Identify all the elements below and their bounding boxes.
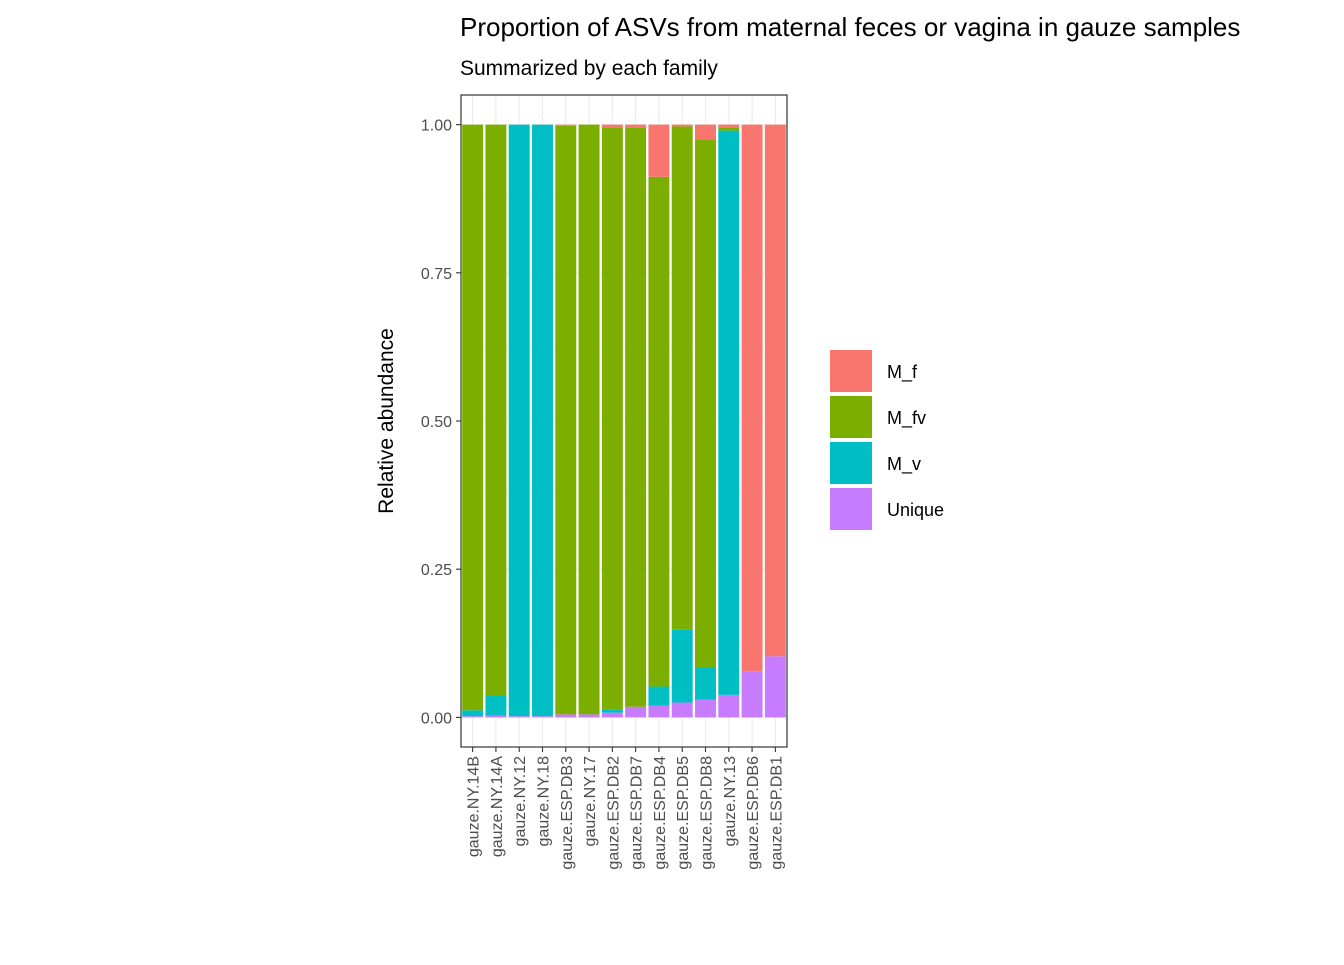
bar-Unique-gauze.ESP.DB8 — [695, 699, 716, 718]
bar-M_fv-gauze.ESP.DB3 — [555, 125, 577, 715]
bar-M_fv-gauze.NY.17 — [578, 124, 600, 715]
x-tick-label-0: gauze.NY.14B — [466, 756, 483, 857]
x-tick-label-8: gauze.ESP.DB4 — [652, 756, 669, 870]
y-axis: 0.00 0.25 0.50 0.75 1.00 — [421, 118, 461, 727]
x-tick-label-2: gauze.NY.12 — [512, 756, 529, 847]
bar-M_fv-gauze.NY.13 — [718, 127, 740, 131]
bars — [462, 124, 786, 718]
bar-Unique-gauze.NY.14B — [462, 716, 484, 718]
legend-key-M_v — [830, 442, 872, 484]
x-tick-label-7: gauze.ESP.DB7 — [629, 756, 646, 870]
bar-M_f-gauze.ESP.DB5 — [671, 124, 693, 127]
legend-label-M_fv: M_fv — [887, 408, 926, 429]
legend-label-M_v: M_v — [887, 454, 921, 475]
chart-subtitle: Summarized by each family — [460, 57, 718, 80]
bar-Unique-gauze.ESP.DB7 — [625, 706, 647, 718]
legend-label-Unique: Unique — [887, 500, 944, 520]
y-tick-label-0: 0.00 — [421, 710, 452, 727]
bar-M_v-gauze.NY.13 — [718, 130, 740, 695]
x-tick-label-1: gauze.NY.14A — [489, 756, 506, 857]
bar-Unique-gauze.NY.13 — [718, 694, 740, 718]
y-tick-label-3: 0.75 — [421, 266, 452, 283]
bar-Unique-gauze.ESP.DB4 — [648, 705, 670, 718]
x-tick-label-13: gauze.ESP.DB1 — [768, 756, 785, 870]
x-tick-label-11: gauze.NY.13 — [722, 756, 739, 847]
bar-Unique-gauze.NY.17 — [578, 714, 600, 718]
bar-M_v-gauze.NY.14B — [462, 710, 484, 717]
chart-title: Proportion of ASVs from maternal feces o… — [460, 12, 1240, 42]
bar-M_fv-gauze.ESP.DB2 — [601, 127, 623, 710]
bar-M_f-gauze.ESP.DB8 — [695, 124, 716, 140]
y-tick-label-1: 0.25 — [421, 562, 452, 579]
bar-M_f-gauze.ESP.DB6 — [741, 124, 763, 672]
y-tick-label-4: 1.00 — [421, 118, 452, 135]
x-tick-label-4: gauze.ESP.DB3 — [559, 756, 576, 870]
x-tick-label-10: gauze.ESP.DB8 — [699, 756, 716, 870]
bar-M_v-gauze.ESP.DB5 — [671, 629, 693, 703]
bar-M_fv-gauze.NY.14A — [485, 124, 507, 697]
bar-M_f-gauze.ESP.DB1 — [764, 124, 786, 657]
bar-M_f-gauze.ESP.DB2 — [601, 124, 623, 128]
legend-label-M_f: M_f — [887, 362, 918, 383]
bar-Unique-gauze.ESP.DB1 — [764, 656, 786, 718]
bar-Unique-gauze.ESP.DB6 — [741, 671, 763, 718]
bar-M_fv-gauze.ESP.DB5 — [671, 126, 693, 630]
legend-key-M_fv — [830, 396, 872, 438]
x-tick-label-6: gauze.ESP.DB2 — [605, 756, 622, 870]
x-axis: gauze.NY.14B gauze.NY.14A gauze.NY.12 gauze… — [466, 747, 785, 870]
bar-M_fv-gauze.NY.14B — [462, 124, 484, 711]
bar-M_f-gauze.ESP.DB7 — [625, 124, 647, 128]
bar-Unique-gauze.ESP.DB3 — [555, 714, 577, 718]
bar-Unique-gauze.NY.14A — [485, 715, 507, 718]
bar-M_v-gauze.ESP.DB8 — [695, 666, 716, 700]
y-axis-label: Relative abundance — [375, 328, 398, 514]
bar-M_v-gauze.ESP.DB2 — [601, 709, 623, 713]
bar-Unique-gauze.NY.12 — [508, 716, 530, 718]
x-tick-label-3: gauze.NY.18 — [536, 756, 553, 847]
bar-Unique-gauze.NY.18 — [532, 716, 553, 718]
y-tick-label-2: 0.50 — [421, 414, 452, 431]
bar-M_fv-gauze.ESP.DB7 — [625, 127, 647, 707]
x-tick-label-12: gauze.ESP.DB6 — [745, 756, 762, 870]
legend-key-M_f — [830, 350, 872, 392]
bar-M_f-gauze.ESP.DB4 — [648, 124, 670, 177]
x-tick-label-5: gauze.NY.17 — [582, 756, 599, 847]
x-tick-label-9: gauze.ESP.DB5 — [675, 756, 692, 870]
bar-Unique-gauze.ESP.DB2 — [601, 712, 623, 718]
bar-M_v-gauze.NY.14A — [485, 696, 507, 716]
legend-key-Unique — [830, 488, 872, 530]
bar-M_f-gauze.NY.13 — [718, 124, 740, 128]
bar-M_f-gauze.ESP.DB3 — [555, 124, 577, 126]
bar-M_v-gauze.NY.12 — [508, 124, 530, 717]
bar-M_v-gauze.NY.18 — [532, 124, 553, 717]
legend: M_f M_fv M_v Unique — [830, 350, 944, 530]
bar-M_v-gauze.ESP.DB4 — [648, 686, 670, 706]
bar-Unique-gauze.ESP.DB5 — [671, 702, 693, 718]
bar-M_fv-gauze.ESP.DB8 — [695, 139, 716, 667]
bar-M_fv-gauze.ESP.DB4 — [648, 176, 670, 687]
